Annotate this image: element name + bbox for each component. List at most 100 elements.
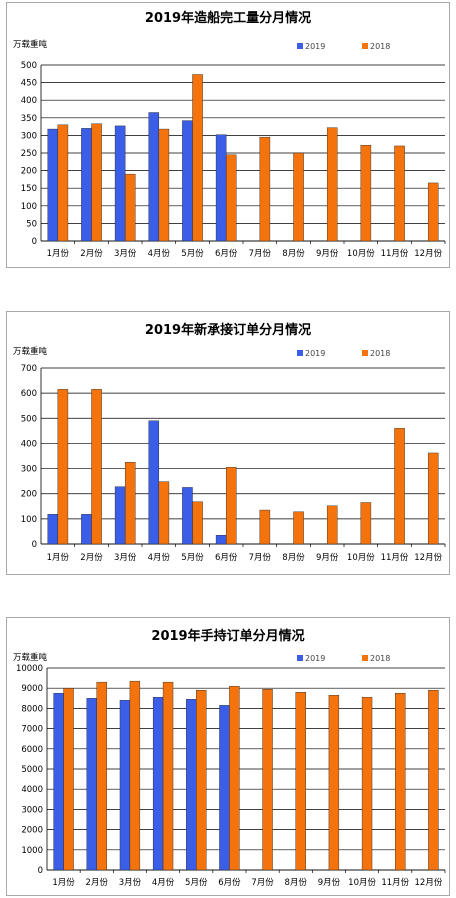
chart-title: 2019年造船完工量分月情况 bbox=[145, 10, 311, 26]
y-tick-label: 0 bbox=[32, 540, 37, 550]
bar-2019-6 bbox=[215, 134, 227, 242]
y-tick-label: 0 bbox=[38, 866, 43, 876]
bar-2019-6 bbox=[215, 534, 227, 545]
x-tick-label: 10月份 bbox=[347, 552, 375, 563]
x-tick-label: 6月份 bbox=[215, 248, 238, 259]
y-tick-label: 0 bbox=[32, 237, 37, 247]
y-tick-label: 300 bbox=[21, 131, 37, 141]
bar-2018-12 bbox=[427, 182, 439, 242]
y-tick-label: 1000 bbox=[21, 846, 43, 856]
x-tick-label: 4月份 bbox=[152, 877, 175, 888]
bar-2019-1 bbox=[53, 693, 64, 871]
bar-2018-7 bbox=[259, 509, 271, 545]
legend-label-2018: 2018 bbox=[370, 42, 390, 51]
legend-swatch-2018 bbox=[362, 655, 368, 661]
y-tick-label: 300 bbox=[21, 465, 37, 475]
bar-2018-9 bbox=[326, 505, 338, 545]
y-tick-label: 600 bbox=[21, 389, 37, 399]
bar-2018-7 bbox=[259, 136, 271, 242]
chart-panel-completions: 2019年造船完工量分月情况 万载重吨 2019 2018 0 50 100 150 200 25… bbox=[6, 2, 450, 268]
x-tick-label: 2月份 bbox=[86, 877, 109, 888]
y-tick-label: 200 bbox=[21, 490, 37, 500]
bar-2018-3 bbox=[124, 173, 136, 242]
bar-2018-2 bbox=[91, 123, 102, 242]
x-tick-label: 5月份 bbox=[181, 248, 204, 259]
bar-2019-3 bbox=[114, 125, 126, 242]
y-tick-label: 9000 bbox=[21, 684, 43, 694]
x-tick-label: 6月份 bbox=[218, 877, 241, 888]
x-tick-label: 8月份 bbox=[282, 552, 305, 563]
x-tick-label: 6月份 bbox=[215, 552, 238, 563]
bar-2019-4 bbox=[148, 420, 160, 545]
y-tick-label: 6000 bbox=[21, 745, 43, 755]
y-axis-label: 万载重吨 bbox=[13, 39, 48, 50]
y-tick-label: 100 bbox=[21, 515, 37, 525]
y-tick-label: 400 bbox=[21, 439, 37, 449]
bar-2018-6 bbox=[229, 685, 240, 871]
bar-2019-2 bbox=[81, 128, 92, 242]
bar-2018-8 bbox=[293, 152, 304, 242]
y-tick-label: 5000 bbox=[21, 765, 43, 775]
bar-2018-5 bbox=[196, 690, 207, 871]
x-tick-label: 7月份 bbox=[249, 552, 272, 563]
bar-2019-1 bbox=[47, 128, 59, 242]
bar-2018-1 bbox=[63, 687, 74, 871]
x-tick-label: 9月份 bbox=[316, 248, 339, 259]
bar-2018-12 bbox=[427, 452, 439, 545]
bar-2019-3 bbox=[114, 486, 126, 545]
bar-2018-1 bbox=[57, 389, 69, 545]
x-tick-label: 12月份 bbox=[414, 248, 442, 259]
x-tick-label: 12月份 bbox=[415, 877, 443, 888]
y-axis-label: 万载重吨 bbox=[13, 652, 48, 663]
y-tick-label: 500 bbox=[21, 414, 37, 424]
x-tick-label: 4月份 bbox=[148, 552, 171, 563]
y-tick-label: 7000 bbox=[21, 725, 43, 735]
legend-swatch-2019 bbox=[297, 43, 303, 49]
bar-2018-1 bbox=[57, 124, 69, 242]
bar-2019-5 bbox=[182, 120, 193, 242]
chart-title: 2019年手持订单分月情况 bbox=[151, 628, 304, 644]
x-tick-label: 5月份 bbox=[181, 552, 204, 563]
x-tick-label: 9月份 bbox=[318, 877, 341, 888]
bar-2018-12 bbox=[428, 690, 439, 871]
bar-2018-9 bbox=[326, 127, 338, 242]
bar-2019-1 bbox=[47, 514, 59, 545]
x-tick-label: 3月份 bbox=[114, 248, 137, 259]
y-tick-label: 10000 bbox=[16, 664, 43, 674]
x-tick-label: 10月份 bbox=[348, 877, 376, 888]
bar-2019-4 bbox=[152, 697, 164, 871]
chart-panel-orderbook: 2019年手持订单分月情况 万载重吨 2019 2018 0 1000 2000 3000 40… bbox=[6, 617, 450, 896]
bar-2018-11 bbox=[394, 428, 405, 545]
x-tick-label: 1月份 bbox=[47, 248, 70, 259]
bar-2018-2 bbox=[91, 389, 102, 545]
x-tick-label: 11月份 bbox=[381, 877, 409, 888]
y-tick-label: 500 bbox=[21, 61, 37, 71]
bar-2018-6 bbox=[225, 154, 237, 242]
x-tick-label: 8月份 bbox=[282, 248, 305, 259]
x-tick-label: 8月份 bbox=[285, 877, 308, 888]
bar-2019-5 bbox=[186, 699, 197, 871]
legend-swatch-2019 bbox=[297, 655, 303, 661]
legend-swatch-2018 bbox=[362, 350, 368, 356]
legend-label-2019: 2019 bbox=[305, 349, 325, 358]
y-tick-label: 450 bbox=[21, 79, 37, 89]
bar-2018-3 bbox=[129, 680, 141, 871]
x-tick-label: 4月份 bbox=[148, 248, 171, 259]
y-tick-label: 3000 bbox=[21, 805, 43, 815]
x-tick-label: 7月份 bbox=[249, 248, 272, 259]
x-tick-label: 3月份 bbox=[119, 877, 142, 888]
y-tick-label: 8000 bbox=[21, 704, 43, 714]
y-tick-label: 4000 bbox=[21, 785, 43, 795]
bar-2019-2 bbox=[81, 514, 92, 545]
x-tick-label: 1月份 bbox=[47, 552, 70, 563]
bar-2019-6 bbox=[219, 705, 230, 871]
x-tick-label: 9月份 bbox=[316, 552, 339, 563]
x-tick-label: 11月份 bbox=[381, 552, 409, 563]
x-tick-label: 5月份 bbox=[185, 877, 208, 888]
bar-2018-10 bbox=[360, 145, 372, 242]
legend-label-2018: 2018 bbox=[370, 349, 390, 358]
x-tick-label: 11月份 bbox=[381, 248, 409, 259]
